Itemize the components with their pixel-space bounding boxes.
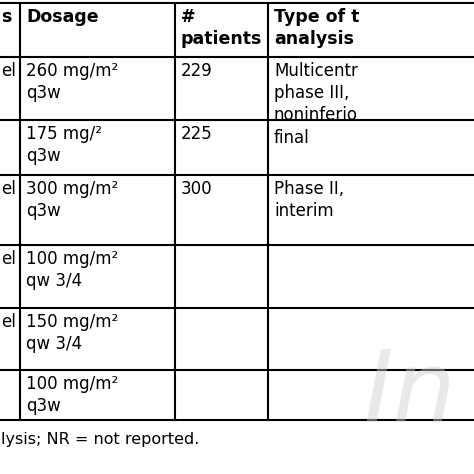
Text: 300: 300	[181, 180, 213, 198]
Text: Dosage: Dosage	[26, 8, 99, 26]
Text: 100 mg/m²
qw 3/4: 100 mg/m² qw 3/4	[26, 250, 118, 290]
Text: el: el	[1, 313, 16, 331]
Text: s: s	[1, 8, 11, 26]
Text: lysis; NR = not reported.: lysis; NR = not reported.	[1, 432, 200, 447]
Text: 100 mg/m²
q3w: 100 mg/m² q3w	[26, 375, 118, 415]
Text: #
patients: # patients	[181, 8, 263, 48]
Text: el: el	[1, 250, 16, 268]
Text: 229: 229	[181, 62, 213, 80]
Text: Multicentr
phase III,
noninferio
final: Multicentr phase III, noninferio final	[274, 62, 358, 146]
Text: 225: 225	[181, 125, 213, 143]
Text: 175 mg/²
q3w: 175 mg/² q3w	[26, 125, 102, 165]
Text: el: el	[1, 180, 16, 198]
Text: el: el	[1, 62, 16, 80]
Text: 150 mg/m²
qw 3/4: 150 mg/m² qw 3/4	[26, 313, 118, 353]
Text: 300 mg/m²
q3w: 300 mg/m² q3w	[26, 180, 118, 220]
Text: 260 mg/m²
q3w: 260 mg/m² q3w	[26, 62, 118, 102]
Text: In: In	[364, 346, 456, 444]
Text: Phase II,
interim: Phase II, interim	[274, 180, 344, 220]
Text: Type of t⁠
analysis: Type of t⁠ analysis	[274, 8, 359, 48]
